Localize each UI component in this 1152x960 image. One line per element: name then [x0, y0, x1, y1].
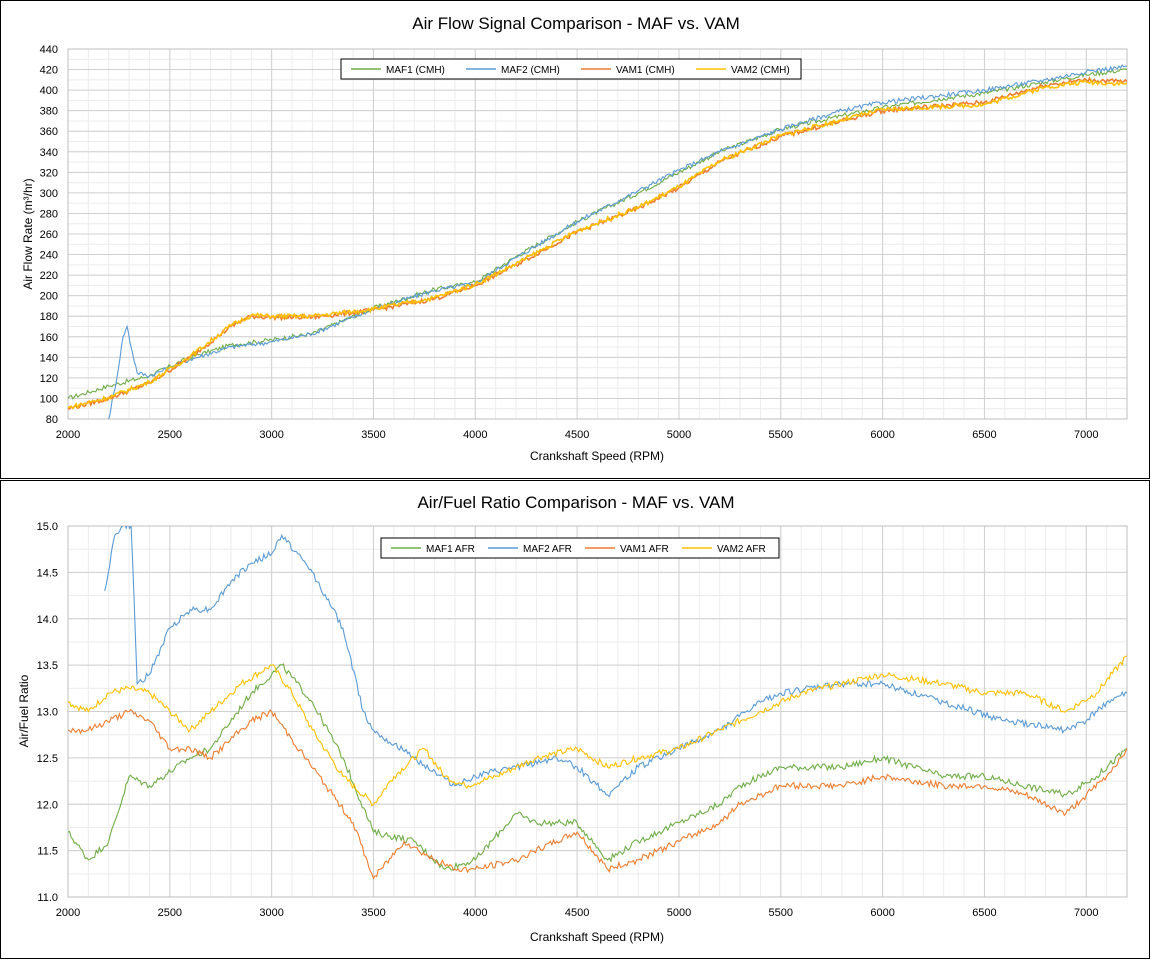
- legend-label: VAM2 AFR: [717, 544, 766, 555]
- x-tick-label: 3000: [259, 907, 283, 919]
- x-tick-label: 4000: [463, 907, 487, 919]
- y-tick-label: 180: [40, 311, 58, 323]
- x-tick-label: 2000: [56, 429, 80, 441]
- series-line-vam2: [68, 78, 1127, 410]
- y-tick-label: 80: [46, 414, 58, 426]
- y-tick-label: 12.5: [37, 753, 58, 765]
- x-tick-label: 7000: [1074, 429, 1098, 441]
- legend: MAF1 AFR MAF2 AFR VAM1 AFR VAM2 AFR: [380, 537, 780, 559]
- y-tick-label: 100: [40, 393, 58, 405]
- y-tick-label: 15.0: [37, 521, 58, 533]
- plot-area: [67, 48, 1128, 420]
- gridlines: [67, 48, 1128, 420]
- x-tick-label: 6500: [972, 429, 996, 441]
- x-tick-label: 6000: [870, 907, 894, 919]
- airflow-chart: Air Flow Signal Comparison - MAF vs. VAM…: [21, 14, 1128, 463]
- y-tick-label: 160: [40, 332, 58, 344]
- x-tick-label: 3500: [361, 907, 385, 919]
- y-tick-label: 420: [40, 65, 58, 77]
- y-axis-label: Air/Fuel Ratio: [17, 674, 31, 747]
- x-tick-label: 6000: [870, 429, 894, 441]
- y-tick-label: 440: [40, 44, 58, 56]
- x-tick-label: 5500: [769, 429, 793, 441]
- legend: MAF1 (CMH) MAF2 (CMH) VAM1 (CMH) VAM2 (CMH): [340, 58, 802, 80]
- y-tick-label: 14.0: [37, 614, 58, 626]
- legend-label: VAM1 (CMH): [616, 65, 675, 76]
- x-axis-label: Crankshaft Speed (RPM): [530, 930, 664, 944]
- y-axis-label: Air Flow Rate (m³/hr): [21, 178, 35, 289]
- y-tick-label: 13.0: [37, 707, 58, 719]
- plot-area: [67, 525, 1128, 898]
- y-tick-label: 400: [40, 85, 58, 97]
- x-tick-label: 5500: [769, 907, 793, 919]
- x-tick-label: 3000: [259, 429, 283, 441]
- y-tick-label: 280: [40, 208, 58, 220]
- airflow-chart-panel: Air Flow Signal Comparison - MAF vs. VAM…: [0, 0, 1150, 479]
- legend-label: VAM2 (CMH): [731, 65, 790, 76]
- legend-label: MAF1 (CMH): [386, 65, 445, 76]
- afr-chart-panel: Air/Fuel Ratio Comparison - MAF vs. VAM …: [0, 480, 1150, 959]
- x-tick-label: 2000: [56, 907, 80, 919]
- legend-label: VAM1 AFR: [620, 544, 669, 555]
- legend-label: MAF1 AFR: [426, 544, 475, 555]
- y-tick-label: 200: [40, 291, 58, 303]
- x-tick-label: 4000: [463, 429, 487, 441]
- x-tick-label: 5000: [667, 429, 691, 441]
- y-tick-label: 300: [40, 188, 58, 200]
- y-tick-label: 260: [40, 229, 58, 241]
- y-tick-label: 360: [40, 126, 58, 138]
- series-line-maf2: [104, 526, 1127, 798]
- legend-box: [380, 537, 780, 559]
- x-tick-label: 4500: [565, 907, 589, 919]
- series-line-maf1: [68, 68, 1127, 400]
- y-tick-label: 220: [40, 270, 58, 282]
- series-line-maf2: [108, 64, 1127, 419]
- gridlines: [67, 525, 1128, 898]
- legend-label: MAF2 (CMH): [501, 65, 560, 76]
- x-tick-label: 5000: [667, 907, 691, 919]
- y-tick-label: 14.5: [37, 567, 58, 579]
- y-tick-label: 380: [40, 106, 58, 118]
- x-tick-label: 2500: [158, 907, 182, 919]
- x-tick-label: 2500: [158, 429, 182, 441]
- chart-title: Air/Fuel Ratio Comparison - MAF vs. VAM: [417, 493, 734, 512]
- x-tick-label: 3500: [361, 429, 385, 441]
- series-line-vam2: [68, 655, 1127, 807]
- series-line-vam1: [68, 708, 1127, 880]
- x-tick-label: 4500: [565, 429, 589, 441]
- afr-chart: Air/Fuel Ratio Comparison - MAF vs. VAM …: [17, 493, 1128, 944]
- y-tick-label: 140: [40, 352, 58, 364]
- legend-box: [340, 58, 802, 80]
- y-tick-label: 320: [40, 167, 58, 179]
- x-tick-label: 7000: [1074, 907, 1098, 919]
- y-tick-label: 11.0: [37, 892, 58, 904]
- y-tick-label: 120: [40, 373, 58, 385]
- y-tick-label: 240: [40, 250, 58, 262]
- series-line-maf1: [68, 663, 1127, 871]
- y-tick-label: 340: [40, 147, 58, 159]
- y-tick-label: 13.5: [37, 660, 58, 672]
- x-axis-label: Crankshaft Speed (RPM): [530, 449, 664, 463]
- chart-title: Air Flow Signal Comparison - MAF vs. VAM: [412, 14, 739, 33]
- x-tick-label: 6500: [972, 907, 996, 919]
- y-tick-label: 11.5: [37, 846, 58, 858]
- legend-label: MAF2 AFR: [523, 544, 572, 555]
- y-tick-label: 12.0: [37, 799, 58, 811]
